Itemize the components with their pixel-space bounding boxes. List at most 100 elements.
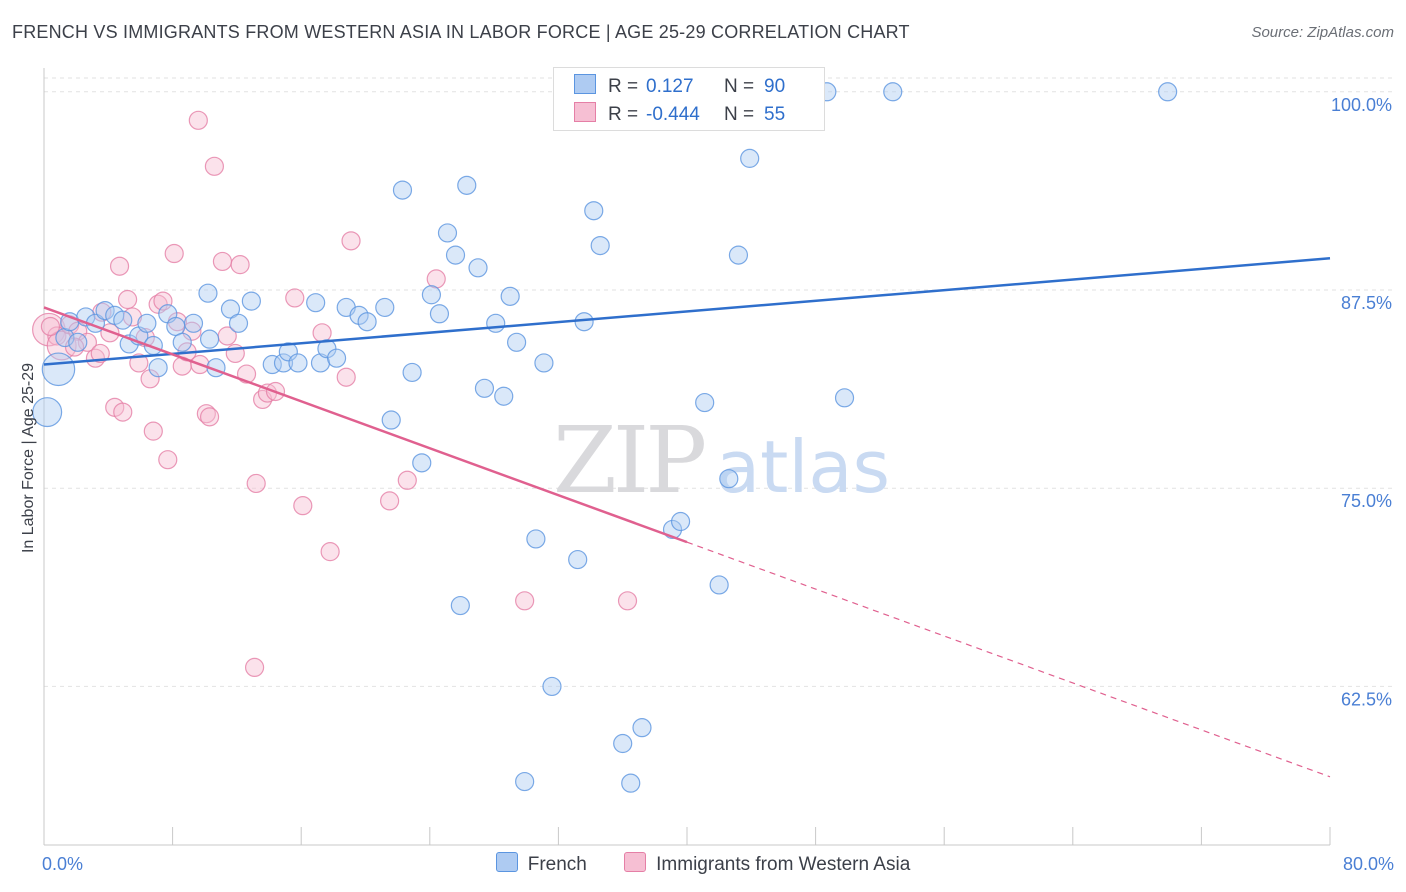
western-asia-n-value: 55	[764, 104, 786, 125]
french-point	[55, 327, 75, 348]
y-tick-label: 75.0%	[1341, 491, 1392, 511]
french-point	[306, 293, 326, 313]
western-asia-point	[397, 470, 417, 490]
french-point	[288, 353, 308, 373]
western-asia-trend-extension	[686, 541, 1331, 778]
western-asia-point	[117, 289, 138, 310]
french-point	[500, 286, 520, 306]
french-point	[137, 313, 157, 333]
y-tick-label: 100.0%	[1331, 95, 1392, 115]
french-point	[437, 223, 458, 243]
western-asia-swatch	[574, 102, 596, 122]
french-point	[468, 258, 488, 278]
french-point	[41, 352, 76, 387]
y-axis-label: In Labor Force | Age 25-29	[20, 363, 37, 553]
french-point	[429, 304, 450, 324]
trend-lines	[43, 257, 1331, 778]
french-point	[709, 575, 729, 595]
french-point	[68, 332, 88, 352]
french-point	[590, 236, 610, 256]
western-asia-point	[109, 256, 130, 276]
french-point	[474, 378, 495, 398]
western-asia-point	[129, 353, 149, 373]
french-point	[392, 180, 413, 200]
french-point	[526, 529, 546, 549]
western-asia-point	[158, 450, 178, 470]
western-asia-point	[312, 323, 332, 343]
western-asia-point	[285, 288, 305, 308]
western-asia-point	[336, 367, 356, 387]
western-asia-legend-swatch	[624, 852, 647, 872]
n-label: N =	[724, 104, 755, 125]
western-asia-point	[341, 231, 361, 251]
french-point	[95, 301, 115, 321]
western-asia-point	[212, 251, 233, 272]
french-point	[457, 175, 477, 195]
french-point	[241, 291, 261, 311]
western-asia-point	[204, 156, 224, 176]
french-point	[172, 332, 192, 352]
western-asia-r-value: -0.444	[646, 104, 700, 125]
correlation-legend: R = 0.127 N = 90 R = -0.444 N = 55	[553, 67, 825, 131]
y-tick-label: 62.5%	[1341, 689, 1392, 709]
watermark-atlas: atlas	[716, 425, 890, 509]
legend-row-french: R = 0.127 N = 90	[574, 74, 842, 98]
french-point	[568, 549, 588, 570]
legend-french-label: French	[527, 854, 587, 875]
western-asia-point	[293, 496, 313, 516]
legend-item-western-asia: Immigrants from Western Asia	[624, 852, 910, 876]
french-point	[273, 353, 294, 373]
axes	[43, 68, 1331, 846]
western-asia-point	[40, 316, 61, 337]
french-point	[574, 312, 594, 332]
legend-item-french: French	[495, 852, 587, 876]
watermark-zip: ZIP	[553, 407, 704, 514]
western-asia-point	[380, 491, 400, 511]
western-asia-point	[164, 243, 184, 264]
french-point	[450, 595, 470, 616]
french-point	[183, 313, 204, 333]
french-point	[728, 245, 749, 265]
series-legend: French Immigrants from Western Asia	[0, 852, 1406, 878]
chart-title: FRENCH VS IMMIGRANTS FROM WESTERN ASIA I…	[12, 22, 910, 42]
french-point	[883, 82, 903, 102]
western-asia-point	[320, 542, 340, 562]
western-asia-point	[90, 343, 110, 364]
french-point	[486, 313, 506, 333]
x-tick-label: 80.0%	[1343, 854, 1394, 874]
western-asia-point	[246, 473, 266, 494]
western-asia-point	[617, 591, 638, 611]
french-swatch	[574, 74, 596, 94]
french-point	[515, 771, 535, 792]
western-asia-points	[32, 110, 638, 678]
french-point	[421, 285, 442, 305]
french-point	[445, 245, 466, 265]
western-asia-point	[188, 110, 208, 130]
french-point	[412, 453, 432, 473]
french-point	[740, 148, 760, 168]
french-point	[719, 469, 739, 489]
western-asia-point	[113, 402, 133, 422]
french-point	[148, 358, 168, 378]
western-asia-point	[196, 404, 216, 424]
french-point	[584, 201, 604, 221]
french-trend-line	[43, 257, 1331, 366]
french-point	[357, 312, 377, 332]
french-point	[834, 388, 855, 408]
y-tick-labels: 62.5% 75.0% 87.5% 100.0%	[1331, 95, 1392, 710]
french-point	[613, 733, 633, 754]
french-point	[542, 676, 562, 697]
french-point	[1158, 82, 1178, 102]
n-label: N =	[724, 76, 755, 97]
french-r-value: 0.127	[646, 76, 694, 97]
y-tick-label: 87.5%	[1341, 293, 1392, 313]
french-point	[534, 353, 554, 373]
western-asia-trend-line	[43, 306, 688, 544]
french-n-value: 90	[764, 76, 786, 97]
western-asia-point	[140, 369, 160, 389]
french-point	[220, 299, 241, 319]
r-label: R =	[608, 76, 639, 97]
french-point	[695, 392, 715, 413]
french-point	[632, 718, 652, 738]
